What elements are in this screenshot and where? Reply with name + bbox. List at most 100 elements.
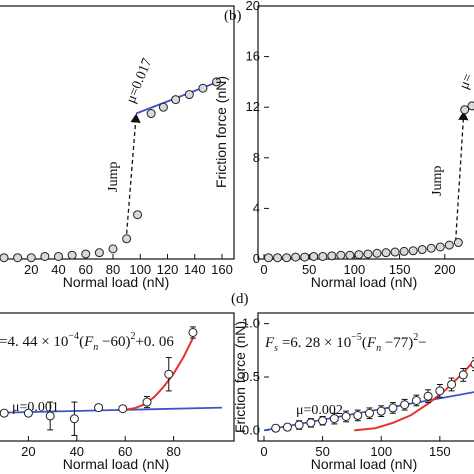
x-tick-label: 100	[344, 262, 366, 277]
data-point	[453, 238, 463, 248]
data-point	[54, 251, 63, 261]
x-tick-label: 160	[211, 262, 233, 277]
panel-a-x-axis-label: Normal load (nN)	[63, 274, 170, 290]
x-tick-label: 150	[429, 444, 451, 459]
panel-a-jump-label: Jump	[106, 162, 121, 192]
data-point	[363, 249, 373, 259]
data-point	[158, 102, 168, 112]
panel-d-frame	[257, 312, 474, 442]
panel-b-label: (b)	[224, 8, 242, 24]
data-point	[94, 248, 104, 258]
data-point	[411, 395, 421, 405]
data-point	[108, 244, 118, 254]
data-point	[264, 253, 274, 263]
panel-b-jump-arrow	[454, 110, 469, 242]
data-point	[435, 242, 445, 252]
data-point	[188, 327, 198, 337]
x-tick-label: 60	[118, 444, 132, 459]
x-tick-label: 200	[434, 262, 456, 277]
data-point	[417, 245, 427, 255]
panel-b-y-axis-label: Friction force (nN)	[213, 76, 229, 188]
data-point	[336, 250, 346, 260]
y-tick-label: 4	[253, 200, 260, 215]
data-point	[69, 414, 79, 424]
panel-c-frame	[0, 312, 235, 442]
x-tick-label: 140	[184, 262, 206, 277]
data-point	[294, 420, 304, 430]
data-point	[142, 397, 152, 407]
data-point	[0, 253, 9, 263]
panel-a-frame	[0, 5, 235, 260]
data-point	[399, 246, 409, 256]
data-point	[198, 83, 208, 93]
data-point	[300, 252, 310, 262]
data-point	[291, 252, 301, 262]
x-tick-label: 150	[389, 262, 411, 277]
x-tick-label: 50	[315, 444, 329, 459]
data-point	[390, 247, 400, 257]
panel-a-chart: 20 40 60 80 100 120 140 160 Jump μ=0.017 Normal…	[0, 5, 235, 290]
panel-c-mu-annotation: μ=0.001	[12, 400, 59, 415]
panel-d-y-axis-label: Friction force (nN)	[232, 321, 248, 433]
y-tick-label: 0.5	[242, 369, 260, 384]
data-point	[23, 408, 33, 418]
data-point	[81, 249, 91, 259]
data-point	[118, 404, 128, 414]
data-point	[318, 416, 328, 426]
x-tick-label: 0	[260, 444, 267, 459]
y-tick-label: 12	[246, 99, 260, 114]
data-point	[329, 414, 339, 424]
x-tick-label: 100	[129, 262, 151, 277]
panel-d-chart: (d) 0 50 100 150 0.0 0.5 1.0 μ=0.002 Fs =6. 2…	[231, 291, 474, 472]
panel-c-quadratic-fit-curve	[125, 337, 194, 411]
data-point	[458, 370, 468, 380]
panel-a-mu-annotation: μ=0.017	[124, 56, 155, 105]
data-point	[282, 253, 292, 263]
y-tick-label: 16	[246, 49, 260, 64]
data-point	[13, 253, 23, 263]
panel-d-label: (d)	[231, 291, 249, 307]
data-point	[282, 422, 292, 432]
data-point	[426, 243, 436, 253]
data-point	[40, 251, 50, 261]
panel-c-equation: =4. 44 × 10−4(Fn −60)2+0. 06	[0, 331, 174, 353]
data-point	[0, 408, 9, 418]
y-tick-label: 0	[253, 251, 260, 266]
x-tick-label: 20	[24, 262, 38, 277]
data-point	[408, 246, 418, 256]
y-tick-label: 20	[246, 0, 260, 13]
data-point	[467, 101, 474, 111]
data-point	[376, 406, 386, 416]
data-point	[470, 359, 474, 369]
panel-b-jump-label: Jump	[430, 166, 445, 196]
x-tick-label: 0	[260, 262, 267, 277]
x-tick-label: 40	[51, 262, 65, 277]
y-tick-label: 1.0	[242, 316, 260, 331]
data-point	[341, 411, 351, 421]
data-point	[271, 423, 281, 433]
panel-d-equation: Fs =6. 28 × 10−5(Fn −77)2−	[264, 332, 427, 354]
data-point	[353, 410, 363, 420]
data-point	[460, 105, 470, 115]
data-point	[318, 251, 328, 261]
data-point	[212, 77, 222, 87]
panel-d-x-axis-label: Normal load (nN)	[311, 456, 418, 472]
data-point	[345, 250, 355, 260]
x-tick-label: 20	[21, 444, 35, 459]
x-tick-label: 120	[157, 262, 179, 277]
data-point	[400, 400, 410, 410]
x-tick-label: 40	[70, 444, 84, 459]
data-point	[146, 109, 156, 119]
data-point	[164, 369, 174, 379]
data-point	[327, 251, 337, 261]
y-tick-label: 0.0	[242, 422, 260, 437]
data-point	[309, 251, 319, 261]
data-point	[133, 210, 143, 220]
data-point	[67, 250, 77, 260]
data-point	[381, 248, 391, 258]
x-tick-label: 50	[302, 262, 316, 277]
data-point	[354, 250, 364, 260]
data-point	[26, 253, 36, 263]
